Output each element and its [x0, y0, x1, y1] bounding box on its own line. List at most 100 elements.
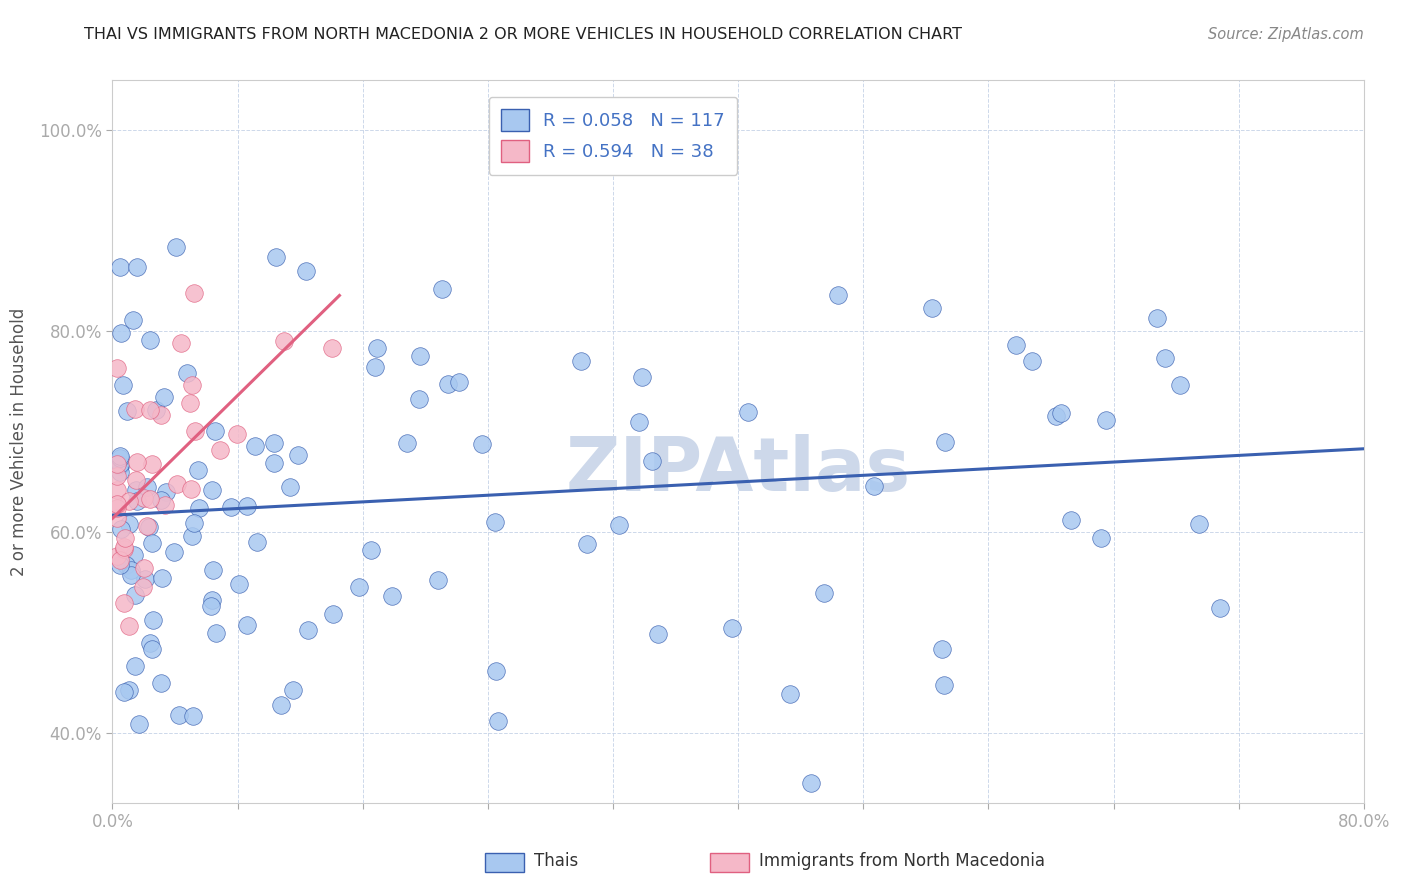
- Point: [181, 709, 204, 723]
- Point: [152, 571, 174, 585]
- Point: [627, 415, 650, 429]
- Point: [246, 535, 269, 549]
- Point: [149, 675, 172, 690]
- Point: [1059, 513, 1081, 527]
- Point: [139, 403, 162, 417]
- Point: [167, 707, 190, 722]
- Point: [105, 361, 128, 376]
- Point: [576, 537, 599, 551]
- Point: [921, 301, 943, 315]
- Point: [799, 776, 821, 790]
- Point: [264, 250, 287, 264]
- Point: [134, 561, 156, 575]
- Point: [1188, 516, 1211, 531]
- Point: [1146, 310, 1168, 325]
- Point: [108, 553, 131, 567]
- Point: [201, 592, 224, 607]
- Point: [201, 483, 224, 497]
- Point: [112, 541, 135, 556]
- Point: [934, 678, 956, 692]
- Point: [294, 264, 316, 278]
- Point: [165, 239, 187, 253]
- Point: [124, 588, 146, 602]
- Point: [321, 342, 343, 356]
- Point: [124, 402, 146, 417]
- Point: [141, 457, 163, 471]
- Point: [105, 511, 128, 525]
- Point: [153, 390, 176, 404]
- Point: [364, 360, 387, 375]
- Point: [641, 454, 664, 468]
- FancyBboxPatch shape: [710, 853, 749, 872]
- Point: [118, 517, 141, 532]
- Point: [484, 516, 506, 530]
- Point: [132, 491, 155, 506]
- Point: [145, 403, 167, 417]
- Point: [139, 636, 162, 650]
- Point: [105, 469, 128, 483]
- Point: [125, 260, 148, 275]
- Point: [607, 517, 630, 532]
- Point: [153, 498, 176, 512]
- Point: [110, 522, 132, 536]
- Point: [132, 580, 155, 594]
- Point: [430, 282, 453, 296]
- Point: [721, 621, 744, 635]
- Point: [263, 436, 285, 450]
- Point: [1168, 378, 1191, 392]
- Point: [110, 450, 132, 465]
- Point: [114, 531, 136, 545]
- Point: [931, 642, 953, 657]
- Point: [278, 479, 301, 493]
- Point: [188, 501, 211, 516]
- Point: [283, 682, 305, 697]
- Point: [200, 599, 222, 613]
- Point: [225, 427, 247, 442]
- Point: [134, 573, 156, 587]
- FancyBboxPatch shape: [485, 853, 524, 872]
- Point: [485, 664, 508, 678]
- Point: [125, 483, 148, 497]
- Point: [204, 425, 226, 439]
- Point: [863, 479, 886, 493]
- Point: [118, 494, 141, 508]
- Point: [827, 288, 849, 302]
- Point: [270, 698, 292, 713]
- Point: [127, 455, 149, 469]
- Point: [205, 626, 228, 640]
- Point: [486, 714, 509, 729]
- Text: ZIPAtlas: ZIPAtlas: [565, 434, 911, 507]
- Point: [221, 500, 243, 515]
- Point: [105, 500, 128, 515]
- Point: [297, 624, 319, 638]
- Point: [138, 519, 160, 533]
- Point: [187, 463, 209, 477]
- Point: [118, 619, 141, 633]
- Point: [105, 549, 128, 564]
- Point: [1045, 409, 1067, 423]
- Point: [180, 482, 202, 496]
- Point: [110, 260, 132, 275]
- Point: [1090, 531, 1112, 545]
- Point: [166, 476, 188, 491]
- Point: [122, 313, 145, 327]
- Point: [395, 435, 418, 450]
- Point: [273, 334, 295, 348]
- Point: [408, 349, 430, 363]
- Point: [1005, 338, 1028, 352]
- Point: [1208, 601, 1230, 615]
- Point: [141, 535, 163, 549]
- Point: [124, 659, 146, 673]
- Point: [170, 335, 193, 350]
- Point: [120, 563, 142, 577]
- Point: [263, 456, 285, 470]
- Point: [155, 485, 177, 500]
- Text: Immigrants from North Macedonia: Immigrants from North Macedonia: [759, 852, 1045, 870]
- Point: [139, 491, 162, 506]
- Point: [1021, 354, 1043, 368]
- Point: [934, 434, 956, 449]
- Point: [176, 367, 198, 381]
- Point: [183, 285, 205, 300]
- Point: [236, 617, 259, 632]
- Point: [105, 483, 128, 497]
